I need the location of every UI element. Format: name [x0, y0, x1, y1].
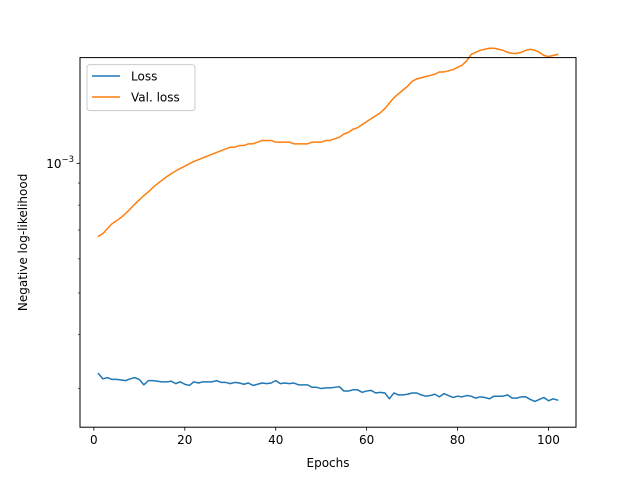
x-tick-label: 0	[90, 433, 98, 447]
y-tick-label-exponent: −3	[61, 155, 74, 165]
x-tick-label: 40	[268, 433, 283, 447]
series-line-loss	[97, 372, 559, 403]
series-layer	[97, 47, 559, 403]
plot-area	[79, 47, 577, 428]
x-tick-label: 20	[177, 433, 192, 447]
y-axis-ticks: 10−3	[46, 155, 80, 389]
y-tick-label-base: 10	[46, 157, 61, 171]
y-tick-label: 10−3	[46, 155, 74, 171]
series-line-val-loss	[97, 47, 559, 238]
x-tick-label: 80	[450, 433, 465, 447]
legend: Loss Val. loss	[86, 64, 196, 112]
y-axis-label: Negative log-likelihood	[16, 174, 30, 311]
x-axis-ticks: 0 20 40 60 80 100	[90, 427, 560, 447]
x-tick-label: 100	[537, 433, 560, 447]
axes-frame	[79, 57, 577, 428]
x-axis-label: Epochs	[307, 456, 350, 470]
legend-label-val-loss: Val. loss	[131, 91, 180, 105]
legend-label-loss: Loss	[131, 70, 157, 84]
x-tick-label: 60	[359, 433, 374, 447]
